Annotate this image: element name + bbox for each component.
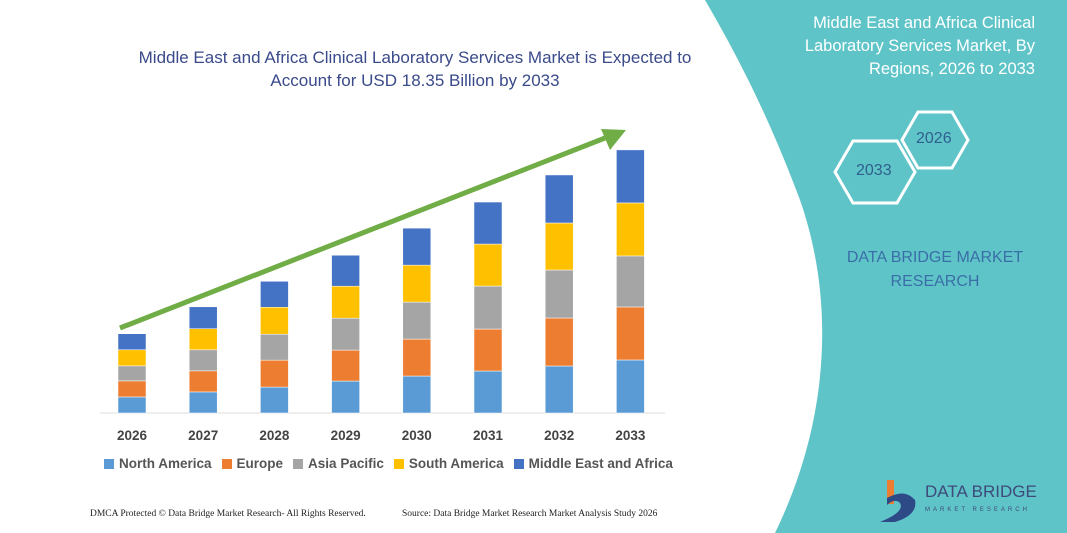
x-tick-label: 2026	[117, 428, 148, 443]
legend-swatch	[293, 458, 304, 469]
trend-arrow-head	[601, 129, 626, 150]
bar-segment-2028-2	[260, 333, 289, 361]
hex-label-2026: 2026	[916, 130, 952, 147]
bar-segment-2031-0	[473, 370, 503, 414]
bar-segment-2031-1	[473, 328, 503, 372]
x-tick-label: 2032	[544, 428, 574, 443]
bar-segment-2028-3	[260, 306, 289, 335]
legend-label: South America	[408, 456, 504, 471]
bar-segment-2030-4	[402, 227, 432, 266]
legend-item: Asia Pacific	[293, 456, 384, 471]
bar-segment-2028-1	[260, 359, 289, 388]
legend: North America Europe Asia Pacific South Ame…	[104, 456, 673, 471]
legend-swatch	[393, 458, 404, 469]
legend-label: Europe	[236, 456, 284, 471]
hex-label-2033: 2033	[856, 162, 892, 179]
hexagon-2033	[833, 139, 917, 205]
bar-segment-2033-4	[616, 149, 645, 204]
legend-label: Middle East and Africa	[528, 456, 673, 471]
bar-segment-2027-0	[188, 391, 218, 414]
bar-segment-2033-0	[616, 359, 645, 414]
bar-segment-2027-4	[188, 306, 218, 329]
bar-segment-2026-0	[117, 396, 147, 414]
x-tick-label: 2027	[188, 428, 218, 443]
legend-label: North America	[119, 456, 212, 471]
x-tick-label: 2033	[615, 428, 646, 443]
bar-segment-2029-2	[331, 317, 360, 351]
bar-segment-2032-1	[544, 317, 574, 367]
bar-segment-2029-0	[331, 380, 360, 414]
bar-segment-2027-1	[188, 370, 218, 393]
bar-segment-2028-0	[260, 386, 289, 414]
logo-subtitle: MARKET RESEARCH	[925, 507, 1030, 513]
bar-segment-2026-1	[117, 380, 147, 398]
chart-title: Middle East and Africa Clinical Laborato…	[138, 48, 692, 90]
bar-segment-2026-2	[117, 365, 147, 382]
x-tick-label: 2028	[259, 428, 290, 443]
bar-segment-2026-4	[117, 333, 147, 351]
logo-icon	[880, 480, 916, 522]
bar-segment-2031-2	[473, 285, 503, 330]
bar-segment-2029-4	[331, 254, 360, 287]
legend-item: Europe	[221, 456, 284, 471]
logo-name: DATA BRIDGE	[925, 482, 1037, 501]
bar-segment-2030-0	[402, 375, 432, 414]
bar-segment-2032-2	[544, 269, 574, 319]
footer-source: Source: Data Bridge Market Research Mark…	[402, 509, 658, 519]
bar-segment-2033-2	[616, 255, 645, 308]
bar-segment-2032-3	[544, 222, 574, 271]
footer-copyright: DMCA Protected © Data Bridge Market Rese…	[90, 509, 366, 519]
bar-segment-2028-4	[260, 281, 289, 308]
bar-segment-2029-1	[331, 349, 360, 382]
legend-swatch	[513, 458, 524, 469]
bar-segment-2031-3	[473, 243, 503, 287]
bar-segment-2026-3	[117, 349, 147, 367]
bar-segment-2033-1	[616, 306, 645, 361]
legend-item: Middle East and Africa	[513, 456, 673, 471]
bar-segment-2029-3	[331, 285, 360, 319]
x-tick-label: 2030	[402, 428, 432, 443]
bar-segment-2030-3	[402, 264, 432, 303]
bar-segment-2032-0	[544, 365, 574, 414]
x-tick-label: 2029	[331, 428, 361, 443]
bar-segment-2027-2	[188, 349, 218, 372]
legend-item: North America	[104, 456, 212, 471]
hexagon-2026	[900, 110, 970, 170]
brand-text: DATA BRIDGE MARKET RESEARCH	[846, 249, 1024, 290]
bar-segment-2030-2	[402, 301, 432, 340]
x-tick-label: 2031	[473, 428, 504, 443]
bar-segment-2030-1	[402, 338, 432, 377]
bar-segment-2032-4	[544, 174, 574, 224]
legend-item: South America	[393, 456, 504, 471]
legend-swatch	[104, 458, 114, 469]
legend-label: Asia Pacific	[308, 456, 384, 471]
bar-segment-2027-3	[188, 328, 218, 351]
panel-title: Middle East and Africa Clinical Laborato…	[804, 14, 1035, 78]
legend-swatch	[221, 458, 232, 469]
bar-segment-2031-4	[473, 201, 503, 245]
bar-segment-2033-3	[616, 202, 645, 257]
trend-arrow	[119, 135, 606, 331]
right-panel-bg	[705, 0, 1067, 533]
